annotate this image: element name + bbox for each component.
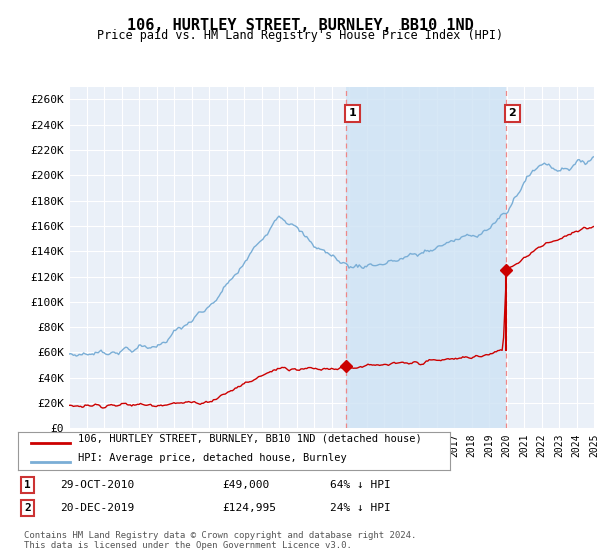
Text: Price paid vs. HM Land Registry's House Price Index (HPI): Price paid vs. HM Land Registry's House … — [97, 29, 503, 42]
Text: 29-OCT-2010: 29-OCT-2010 — [60, 480, 134, 490]
Text: 2: 2 — [509, 108, 517, 118]
Text: Contains HM Land Registry data © Crown copyright and database right 2024.
This d: Contains HM Land Registry data © Crown c… — [24, 531, 416, 550]
Text: 64% ↓ HPI: 64% ↓ HPI — [330, 480, 391, 490]
Text: 106, HURTLEY STREET, BURNLEY, BB10 1ND: 106, HURTLEY STREET, BURNLEY, BB10 1ND — [127, 18, 473, 33]
Text: £49,000: £49,000 — [222, 480, 269, 490]
Bar — [346, 87, 506, 428]
Text: £124,995: £124,995 — [222, 503, 276, 513]
Text: 1: 1 — [349, 108, 356, 118]
Text: 20-DEC-2019: 20-DEC-2019 — [60, 503, 134, 513]
Text: 24% ↓ HPI: 24% ↓ HPI — [330, 503, 391, 513]
Text: HPI: Average price, detached house, Burnley: HPI: Average price, detached house, Burn… — [79, 453, 347, 463]
Text: 106, HURTLEY STREET, BURNLEY, BB10 1ND (detached house): 106, HURTLEY STREET, BURNLEY, BB10 1ND (… — [79, 434, 422, 444]
Text: 2: 2 — [24, 503, 31, 513]
Text: 1: 1 — [24, 480, 31, 490]
